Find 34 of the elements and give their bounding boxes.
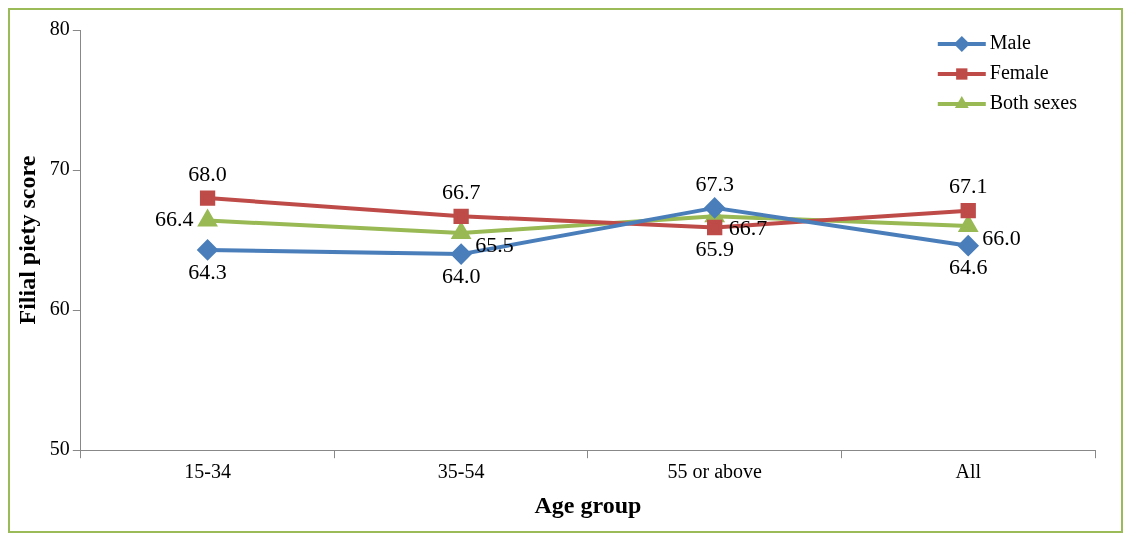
y-tick-label: 60 <box>49 297 70 320</box>
y-tick-label: 80 <box>49 17 70 40</box>
data-label: 64.3 <box>188 258 227 284</box>
legend-label: Both sexes <box>989 91 1078 114</box>
data-label: 68.0 <box>188 160 227 186</box>
data-label: 67.1 <box>948 173 988 199</box>
point <box>959 216 978 233</box>
data-label: 64.0 <box>441 262 481 288</box>
y-tick-label: 50 <box>49 437 70 460</box>
legend-label: Female <box>989 61 1049 84</box>
point <box>960 203 976 219</box>
x-tick-label: 15-34 <box>184 460 231 483</box>
x-tick-label: All <box>955 460 982 483</box>
point <box>453 208 469 224</box>
legend-label: Male <box>989 31 1031 54</box>
point <box>197 239 218 260</box>
x-axis-title: Age group <box>534 491 642 518</box>
point <box>704 197 725 218</box>
y-axis-title: Filial piety score <box>13 155 40 325</box>
point <box>707 219 723 236</box>
x-tick-label: 55 or above <box>667 460 762 483</box>
data-label: 66.7 <box>441 179 481 205</box>
point <box>451 244 472 265</box>
data-label: 65.9 <box>695 236 734 262</box>
point <box>958 235 979 256</box>
point <box>452 223 471 240</box>
point <box>198 210 217 227</box>
y-tick-label: 70 <box>49 157 70 180</box>
data-label: 66.0 <box>982 224 1021 250</box>
x-tick-label: 35-54 <box>437 460 485 483</box>
data-label: 64.6 <box>948 254 988 280</box>
point <box>199 190 216 206</box>
data-label: 67.3 <box>695 170 734 196</box>
data-label: 66.4 <box>155 206 194 232</box>
